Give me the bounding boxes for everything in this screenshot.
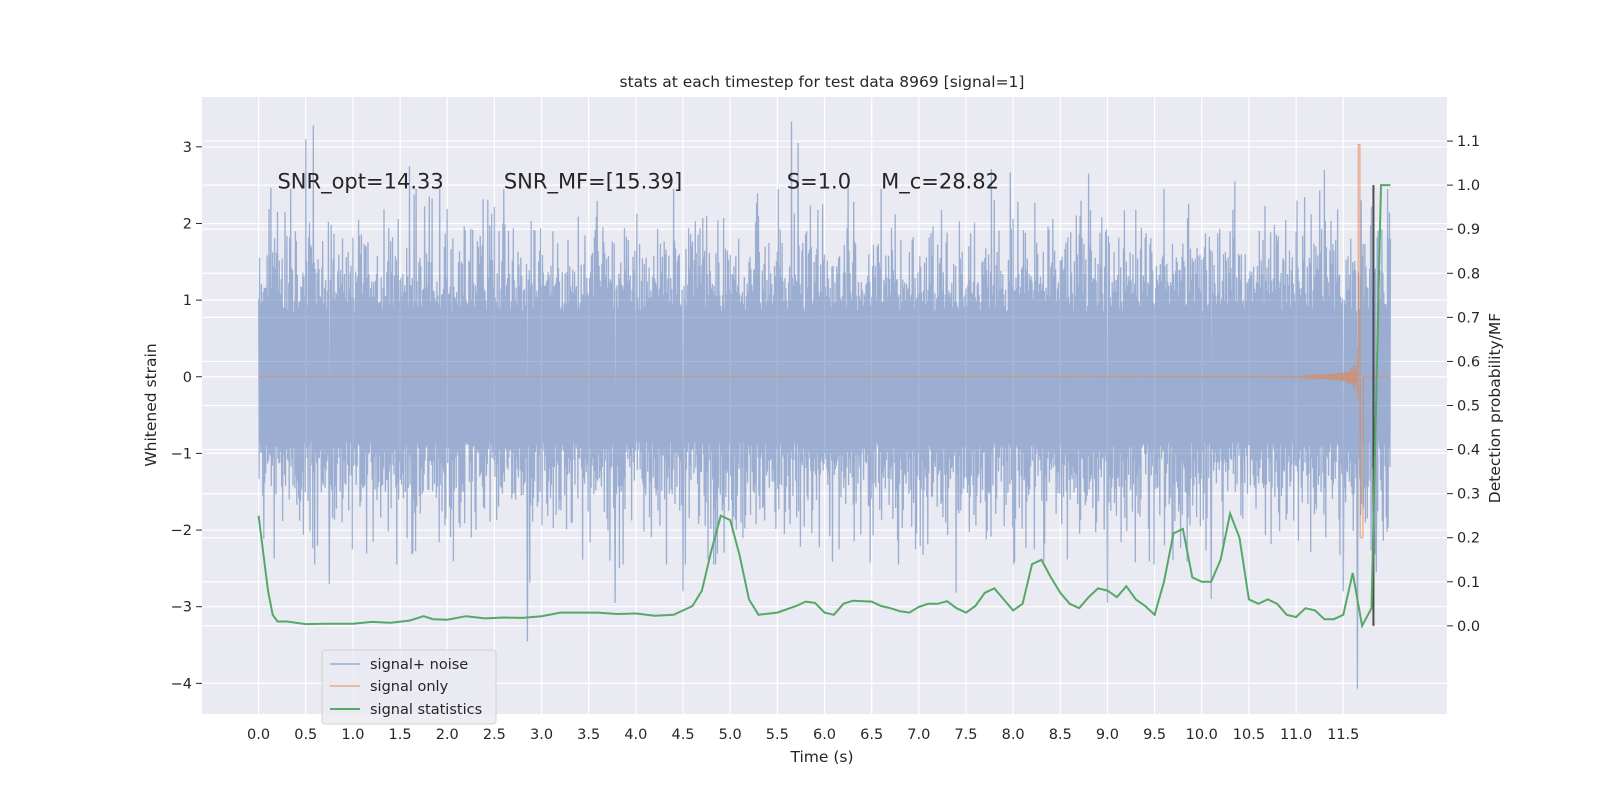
annotation-2: S=1.0	[787, 169, 851, 193]
y-right-tick-label: 0.0	[1457, 619, 1480, 635]
y-right-tick-label: 0.9	[1457, 222, 1480, 238]
x-tick-label: 1.0	[341, 727, 364, 743]
annotation-3: M_c=28.82	[881, 169, 999, 194]
ticks-layer: 0.0 0.5 1.0 1.5 2.0 2.5 3.0 3.5 4.0 4.5 5.0 5.5 6.0 6…	[171, 134, 1480, 743]
y-tick-label: 2	[183, 216, 192, 232]
x-tick-label: 8.0	[1002, 727, 1025, 743]
legend-box	[321, 649, 497, 725]
y-right-tick-label: 0.8	[1457, 266, 1480, 282]
annotation-1: SNR_MF=[15.39]	[504, 169, 682, 194]
x-tick-label: 11.0	[1280, 727, 1312, 743]
series-signal-statistics	[257, 184, 1391, 629]
y-right-tick-label: 0.1	[1457, 575, 1480, 591]
y-tick-label: −1	[171, 446, 192, 462]
x-tick-label: 0.5	[294, 727, 317, 743]
annotation-layer: SNR_opt=14.33 SNR_MF=[15.39] S=1.0 M_c=28.8…	[277, 169, 999, 194]
x-tick-label: 10.0	[1186, 727, 1218, 743]
y-axis-label: Whitened strain	[142, 343, 160, 466]
series-signal-only	[258, 143, 1391, 539]
annotation-0: SNR_opt=14.33	[277, 169, 443, 194]
x-tick-label: 8.5	[1049, 727, 1072, 743]
x-tick-label: 9.0	[1096, 727, 1119, 743]
legend-label-signal-noise: signal+ noise	[370, 657, 468, 673]
chart-title: stats at each timestep for test data 896…	[620, 73, 1025, 91]
x-tick-label: 0.0	[247, 727, 270, 743]
x-tick-label: 5.5	[766, 727, 789, 743]
y-right-tick-label: 0.7	[1457, 310, 1480, 326]
x-tick-label: 10.5	[1233, 727, 1265, 743]
x-tick-label: 7.0	[907, 727, 930, 743]
x-tick-label: 11.5	[1327, 727, 1359, 743]
x-axis-label: Time (s)	[789, 748, 853, 766]
x-tick-label: 3.5	[577, 727, 600, 743]
x-tick-label: 7.5	[954, 727, 977, 743]
x-tick-label: 1.5	[389, 727, 412, 743]
y-right-tick-label: 1.0	[1457, 178, 1480, 194]
x-tick-label: 6.5	[860, 727, 883, 743]
y-right-axis-label: Detection probability/MF	[1486, 313, 1504, 504]
x-tick-label: 5.0	[719, 727, 742, 743]
x-tick-label: 3.0	[530, 727, 553, 743]
y-right-tick-label: 0.3	[1457, 487, 1480, 503]
y-right-tick-label: 0.2	[1457, 531, 1480, 547]
y-tick-label: −4	[171, 676, 192, 692]
x-tick-label: 2.0	[436, 727, 459, 743]
y-tick-label: 1	[183, 293, 192, 309]
y-right-tick-label: 0.4	[1457, 443, 1480, 459]
y-right-tick-label: 0.5	[1457, 399, 1480, 415]
series-layer	[257, 121, 1392, 689]
x-tick-label: 2.5	[483, 727, 506, 743]
series-signal-noise	[257, 121, 1392, 689]
y-right-tick-label: 0.6	[1457, 354, 1480, 370]
y-right-tick-label: 1.1	[1457, 134, 1480, 150]
legend-label-signal-statistics: signal statistics	[370, 702, 482, 718]
x-tick-label: 9.5	[1143, 727, 1166, 743]
y-tick-label: −2	[171, 523, 192, 539]
x-tick-label: 4.0	[624, 727, 647, 743]
x-tick-label: 6.0	[813, 727, 836, 743]
y-tick-label: −3	[171, 600, 192, 616]
x-tick-label: 4.5	[671, 727, 694, 743]
y-tick-label: 3	[183, 140, 192, 156]
legend-label-signal-only: signal only	[370, 679, 449, 695]
legend: signal+ noise signal only signal statist…	[321, 649, 497, 725]
y-tick-label: 0	[183, 370, 192, 386]
